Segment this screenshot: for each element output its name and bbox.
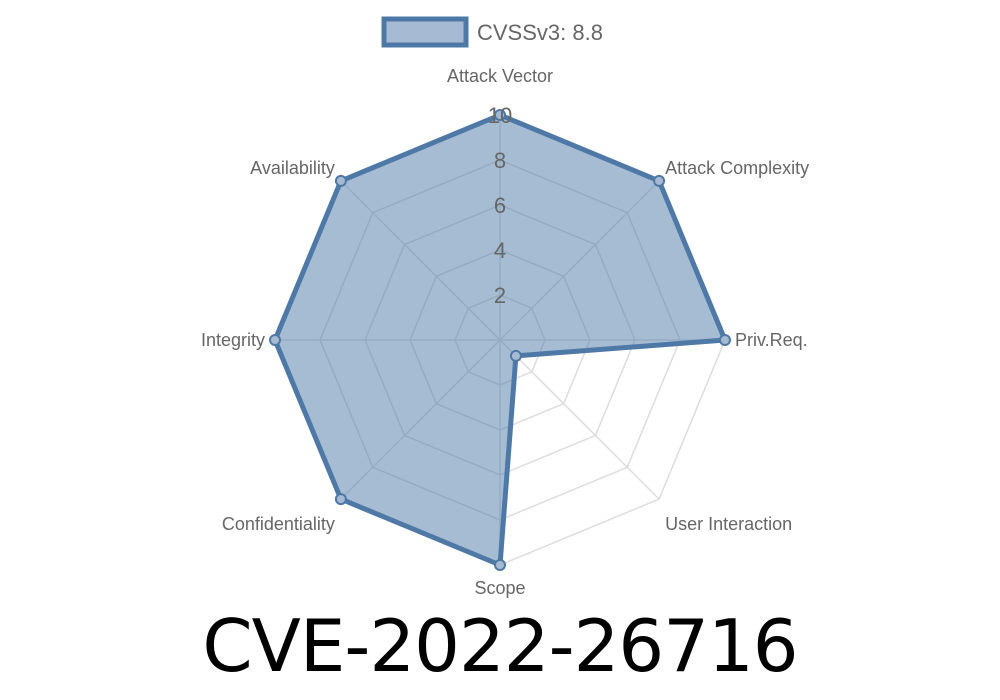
- tick-labels: 2 4 6 8 10: [488, 103, 512, 308]
- data-point: [509, 349, 522, 362]
- data-point: [719, 334, 731, 346]
- data-point: [494, 109, 506, 121]
- data-point: [334, 493, 347, 506]
- axis-label: Scope: [474, 578, 525, 598]
- tick-label: 10: [488, 103, 512, 128]
- axis-label: Attack Vector: [447, 66, 553, 86]
- axis-label: Integrity: [201, 330, 265, 350]
- axis-label: Priv.Req.: [735, 330, 808, 350]
- tick-label: 8: [494, 148, 506, 173]
- axis-labels: Attack Vector Attack Complexity Priv.Req. U…: [201, 66, 809, 598]
- tick-label: 6: [494, 193, 506, 218]
- tick-label: 2: [494, 283, 506, 308]
- axis-label: Attack Complexity: [665, 158, 809, 178]
- axis-label: Confidentiality: [222, 514, 335, 534]
- data-point: [334, 174, 347, 187]
- legend-label: CVSSv3: 8.8: [477, 20, 603, 45]
- tick-label: 4: [494, 238, 506, 263]
- page-title: CVE-2022-26716: [202, 604, 798, 688]
- series: [269, 109, 731, 571]
- legend: CVSSv3: 8.8: [381, 16, 603, 48]
- grid-spoke: [499, 339, 660, 500]
- legend-swatch: [381, 16, 469, 48]
- axis-label: User Interaction: [665, 514, 792, 534]
- data-point: [653, 174, 666, 187]
- axis-label: Availability: [250, 158, 335, 178]
- data-point: [269, 334, 281, 346]
- data-point: [494, 559, 506, 571]
